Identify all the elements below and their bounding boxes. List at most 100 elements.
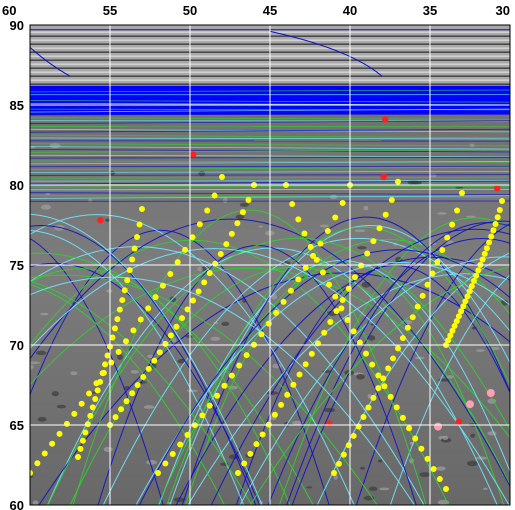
yellow-point [159,282,166,289]
yellow-point [236,362,243,369]
orbit-track [175,257,510,505]
plot-frame [29,24,511,506]
yellow-point [356,339,363,346]
surface-crater [291,420,304,425]
surface-crater [272,363,282,369]
yellow-point [310,252,317,259]
yellow-point [363,350,369,357]
yellow-point [375,385,382,392]
orbit-track [30,267,510,439]
yellow-point [167,271,174,278]
y-tick-label: 90 [10,18,24,33]
yellow-point [481,250,488,257]
yellow-point [355,423,362,430]
surface-crater [139,381,147,384]
yellow-point [364,250,371,257]
orbit-track [30,230,245,505]
yellow-point [273,309,280,316]
orbit-track [30,252,314,505]
yellow-point [376,225,383,232]
yellow-point [319,269,326,276]
surface-crater [436,466,446,471]
yellow-point [214,392,221,399]
yellow-point [49,440,56,447]
surface-crater [359,466,366,470]
surface-crater [197,266,203,272]
yellow-point [287,287,294,294]
surface-crater [117,354,123,360]
yellow-point [97,378,104,385]
yellow-point [78,400,85,407]
yellow-point [241,460,248,467]
orbit-track [30,284,225,505]
yellow-point [345,285,352,292]
surface-crater [222,197,228,204]
yellow-point [152,294,159,301]
yellow-point [350,432,357,439]
surface-crater [210,336,221,341]
x-tick-label: 30 [496,3,510,18]
yellow-point [436,476,443,483]
yellow-point [339,200,346,207]
surface-crater [40,204,51,210]
pink-point [434,422,442,431]
orbit-track [30,213,263,505]
yellow-point [284,391,291,398]
yellow-point [111,325,118,332]
y-tick-label: 80 [10,178,24,193]
yellow-point [151,357,158,364]
surface-crater [266,391,279,395]
yellow-point [385,365,392,372]
surface-crater [45,192,51,196]
yellow-point [419,292,426,299]
yellow-point [56,430,63,437]
yellow-point [131,245,138,252]
yellow-point [479,256,486,263]
yellow-point [492,220,499,227]
red-point [494,185,501,192]
surface-crater [442,435,449,440]
pink-point [466,400,474,409]
surface-crater [419,472,431,477]
yellow-point [228,230,235,237]
y-tick-label: 70 [10,338,24,353]
yellow-point [459,190,465,196]
orbit-track [30,214,355,505]
surface-crater [146,459,158,465]
surface-crater [88,198,93,203]
orbit-track [30,239,449,505]
orbit-track [355,223,510,505]
yellow-point [182,246,189,253]
yellow-point [324,227,331,234]
yellow-point [490,227,497,234]
yellow-point [409,314,416,321]
yellow-point [145,365,152,372]
yellow-point [424,455,431,462]
yellow-point [196,221,203,228]
yellow-point [134,382,141,389]
yellow-point [247,450,254,457]
yellow-point [271,411,278,418]
yellow-point [278,401,285,408]
yellow-point [139,206,145,212]
yellow-point [429,270,436,277]
yellow-point [404,324,411,331]
surface-crater [483,487,488,490]
yellow-point [486,239,493,246]
yellow-point [136,221,143,228]
yellow-point [184,306,191,313]
orbit-track [166,226,510,505]
yellow-point [333,308,340,315]
yellow-point [204,207,211,214]
yellow-point [445,337,452,344]
yellow-point [173,323,180,330]
yellow-point [483,245,490,252]
yellow-point [112,414,119,421]
yellow-point [494,214,501,221]
yellow-point [219,174,225,180]
surface-crater [368,486,378,491]
yellow-point [109,334,116,341]
yellow-point [358,262,365,269]
yellow-point [375,372,382,379]
yellow-point [406,425,413,432]
